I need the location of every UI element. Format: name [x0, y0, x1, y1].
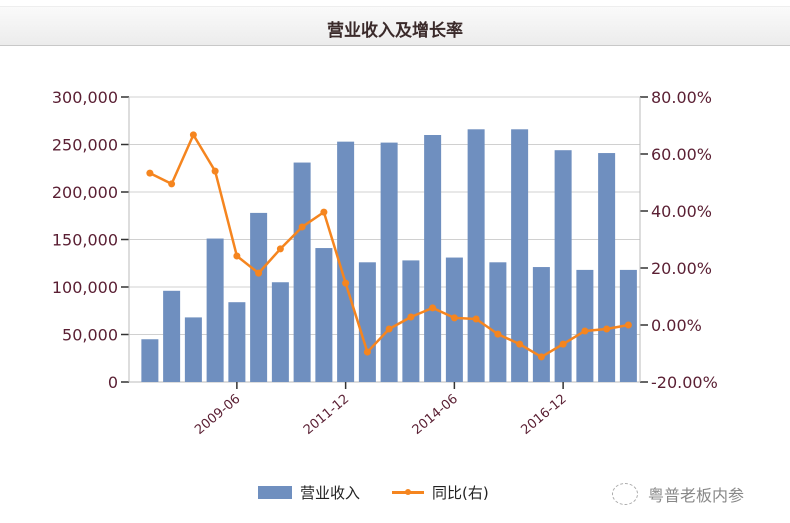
bar	[141, 339, 159, 382]
yoy-point	[494, 330, 502, 338]
chart-title: 营业收入及增长率	[327, 21, 463, 41]
yoy-point	[537, 353, 545, 361]
y-right-tick-label: 60.00%	[651, 145, 712, 164]
yoy-point	[342, 279, 350, 287]
y-left-tick-label: 100,000	[52, 278, 118, 297]
bar	[337, 141, 355, 382]
legend-label: 营业收入	[300, 484, 361, 502]
bar	[315, 248, 333, 382]
yoy-point	[472, 315, 480, 323]
yoy-point	[603, 325, 611, 333]
y-left-tick-label: 250,000	[52, 136, 118, 155]
legend-label: 同比(右)	[432, 484, 489, 502]
bar	[380, 142, 398, 382]
yoy-point	[146, 169, 154, 177]
yoy-point	[429, 304, 437, 312]
watermark: 粤普老板内参	[612, 482, 744, 506]
y-right-tick-label: 40.00%	[651, 202, 712, 221]
legend-line-swatch	[392, 489, 425, 495]
legend-item-revenue[interactable]: 营业收入	[258, 482, 360, 503]
y-left-tick-label: 200,000	[52, 183, 118, 202]
yoy-point	[516, 340, 524, 348]
legend: 营业收入 同比(右)	[258, 482, 521, 503]
bar	[511, 129, 529, 382]
yoy-point	[385, 325, 393, 333]
x-tick-label: 2009-06	[192, 392, 243, 438]
bar	[358, 262, 376, 382]
bar	[271, 282, 289, 382]
bar	[467, 129, 485, 382]
wechat-icon	[612, 483, 638, 505]
yoy-point	[320, 208, 328, 216]
bar	[163, 290, 181, 382]
y-right-tick-label: 20.00%	[651, 259, 712, 278]
yoy-point	[581, 327, 589, 335]
yoy-point	[168, 180, 176, 188]
bar	[424, 135, 442, 382]
bar	[250, 212, 268, 382]
y-left-tick-label: 0	[108, 373, 118, 392]
y-left-tick-label: 300,000	[52, 88, 118, 107]
x-tick-label: 2011-12	[301, 392, 352, 438]
bar	[598, 153, 616, 382]
yoy-point	[559, 340, 567, 348]
y-left-tick-label: 50,000	[62, 326, 118, 345]
y-left-tick-label: 150,000	[52, 231, 118, 250]
bar	[228, 302, 246, 382]
bar	[206, 238, 224, 382]
yoy-point	[298, 223, 306, 231]
bar	[184, 317, 202, 382]
yoy-point	[363, 348, 371, 356]
yoy-point	[624, 321, 632, 329]
yoy-point	[407, 313, 415, 321]
legend-item-yoy[interactable]: 同比(右)	[392, 482, 489, 503]
bar	[489, 262, 507, 382]
bar	[532, 267, 550, 382]
y-right-tick-label: 0.00%	[651, 316, 702, 335]
bar	[402, 260, 420, 382]
y-right-tick-label: -20.00%	[651, 373, 718, 392]
bar	[576, 269, 594, 382]
watermark-text: 粤普老板内参	[648, 486, 745, 505]
yoy-point	[276, 245, 284, 253]
yoy-point	[233, 252, 241, 260]
legend-bar-swatch	[258, 486, 292, 499]
yoy-point	[255, 269, 263, 277]
yoy-point	[211, 167, 219, 175]
yoy-point	[450, 314, 458, 322]
yoy-point	[189, 131, 197, 139]
y-right-tick-label: 80.00%	[651, 88, 712, 107]
x-tick-label: 2016-12	[518, 392, 569, 438]
bar	[293, 162, 311, 382]
chart-title-bar: 营业收入及增长率	[0, 6, 790, 46]
bar	[554, 150, 572, 382]
x-tick-label: 2014-06	[410, 392, 461, 438]
